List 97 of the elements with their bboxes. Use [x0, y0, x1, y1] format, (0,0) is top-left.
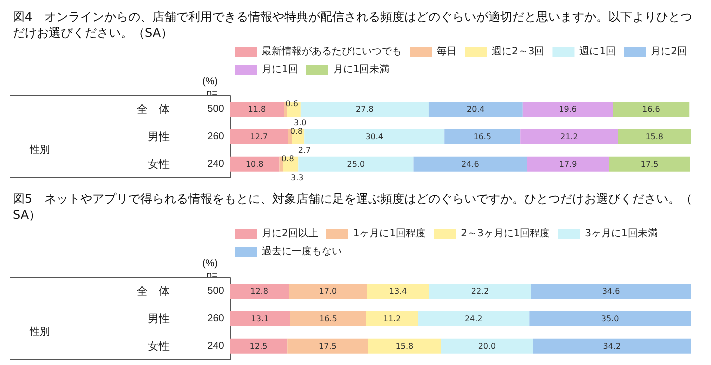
- data-label: 12.5: [250, 342, 268, 351]
- bar: [230, 156, 280, 172]
- legend-label: 月に2回以上: [262, 228, 318, 240]
- bar: [618, 130, 691, 144]
- bar: [418, 312, 530, 326]
- legend-label: 1ヶ月に1回程度: [353, 228, 426, 240]
- bar: [280, 156, 284, 172]
- bar: [527, 156, 610, 172]
- data-label: 16.6: [642, 105, 660, 114]
- data-label: 17.5: [640, 160, 659, 169]
- text: 260: [208, 314, 225, 324]
- data-label: 30.4: [366, 132, 384, 142]
- bar: [522, 102, 614, 118]
- legend-label: 月に1回未満: [333, 64, 390, 76]
- text: 240: [208, 158, 225, 170]
- data-label: 22.2: [471, 287, 490, 296]
- data-label: 16.5: [474, 132, 492, 142]
- data-label: 0.8: [290, 127, 304, 136]
- text: (%): [202, 76, 218, 88]
- data-label: 25.0: [347, 160, 366, 169]
- text: (%): [202, 258, 218, 270]
- data-label: 10.8: [246, 160, 264, 169]
- legend-label: 月に2回: [651, 46, 688, 58]
- legend-label: 3ヶ月に1回未満: [585, 228, 658, 240]
- data-label: 15.8: [646, 132, 664, 142]
- data-label: 13.1: [251, 314, 270, 324]
- bar: [290, 312, 366, 326]
- bar: [367, 284, 430, 300]
- data-label: 2.7: [298, 146, 312, 155]
- bar: [531, 284, 691, 300]
- bar: [533, 338, 691, 354]
- data-label: 12.7: [250, 132, 268, 142]
- bar: [609, 156, 690, 172]
- bar: [230, 102, 284, 118]
- data-label: 13.4: [389, 287, 408, 296]
- bar: [414, 156, 528, 172]
- text: 240: [208, 340, 225, 352]
- bar: [289, 284, 368, 300]
- bar: [441, 338, 534, 354]
- text: 260: [208, 132, 225, 142]
- legend-label: 過去に一度もない: [262, 246, 342, 258]
- data-label: 19.6: [559, 105, 577, 114]
- y-tick-label: 男性: [148, 312, 170, 326]
- bar: [530, 312, 691, 326]
- y-tick-label: 女性: [148, 158, 170, 171]
- data-label: 11.2: [383, 314, 402, 324]
- y-tick-label: 全 体: [137, 103, 170, 116]
- data-label: 17.5: [319, 342, 337, 351]
- bar: [230, 312, 290, 326]
- text: 性別: [29, 326, 50, 338]
- data-label: 27.8: [356, 105, 374, 114]
- data-label: 15.8: [396, 342, 414, 351]
- data-label: 21.2: [560, 132, 578, 142]
- data-label: 16.5: [320, 314, 338, 324]
- data-label: 34.2: [603, 342, 622, 351]
- data-label: 17.0: [319, 287, 338, 296]
- bar: [428, 102, 523, 118]
- legend-label: 毎日: [437, 46, 457, 58]
- chart-title: 図5 ネットやアプリで得られる情報をもとに、対象店舗に足を運ぶ頻度はどのぐらいですか。ひとつだけお選びください。（SA）: [13, 192, 693, 222]
- text: 500: [208, 286, 225, 298]
- bar: [288, 338, 368, 354]
- legend-label: 月に1回: [262, 64, 298, 76]
- data-label: 3.0: [294, 118, 307, 128]
- data-label: 24.6: [461, 160, 480, 169]
- data-label: 0.6: [286, 100, 298, 109]
- data-label: 17.9: [559, 160, 578, 169]
- bar: [368, 338, 442, 354]
- bar: [366, 312, 418, 326]
- bar: [298, 156, 414, 172]
- y-tick-label: 男性: [148, 130, 170, 144]
- chart-title: 図4 オンラインからの、店舗で利用できる情報や特典が配信される頻度はどのぐらいが適切だと思いますか。以下よりひとつだけお選びください。（SA）: [13, 10, 693, 40]
- legend-label: 週に1回: [580, 46, 616, 58]
- data-label: 20.0: [478, 342, 496, 351]
- legend-label: 最新情報があるたびにいつでも: [262, 46, 402, 58]
- bar: [613, 102, 690, 118]
- bar: [230, 284, 290, 300]
- bar: [230, 130, 288, 144]
- text: 500: [208, 104, 225, 116]
- bar: [230, 338, 288, 354]
- legend-label: 2～3ヶ月に1回程度: [461, 228, 550, 240]
- legend-label: 週に2～3回: [492, 46, 545, 58]
- data-label: 11.8: [248, 105, 266, 114]
- bar: [300, 102, 429, 118]
- data-label: 12.8: [250, 287, 268, 296]
- data-label: 0.8: [282, 154, 294, 164]
- data-label: 35.0: [601, 314, 620, 324]
- data-label: 34.6: [602, 287, 620, 296]
- data-label: 20.4: [467, 105, 485, 114]
- text: 性別: [29, 144, 50, 156]
- bar: [304, 130, 445, 144]
- data-label: 24.2: [464, 314, 483, 324]
- bar: [444, 130, 521, 144]
- y-tick-label: 全 体: [137, 285, 170, 298]
- data-label: 3.3: [291, 173, 304, 182]
- bar: [429, 284, 532, 300]
- bar: [520, 130, 618, 144]
- y-tick-label: 女性: [148, 340, 170, 353]
